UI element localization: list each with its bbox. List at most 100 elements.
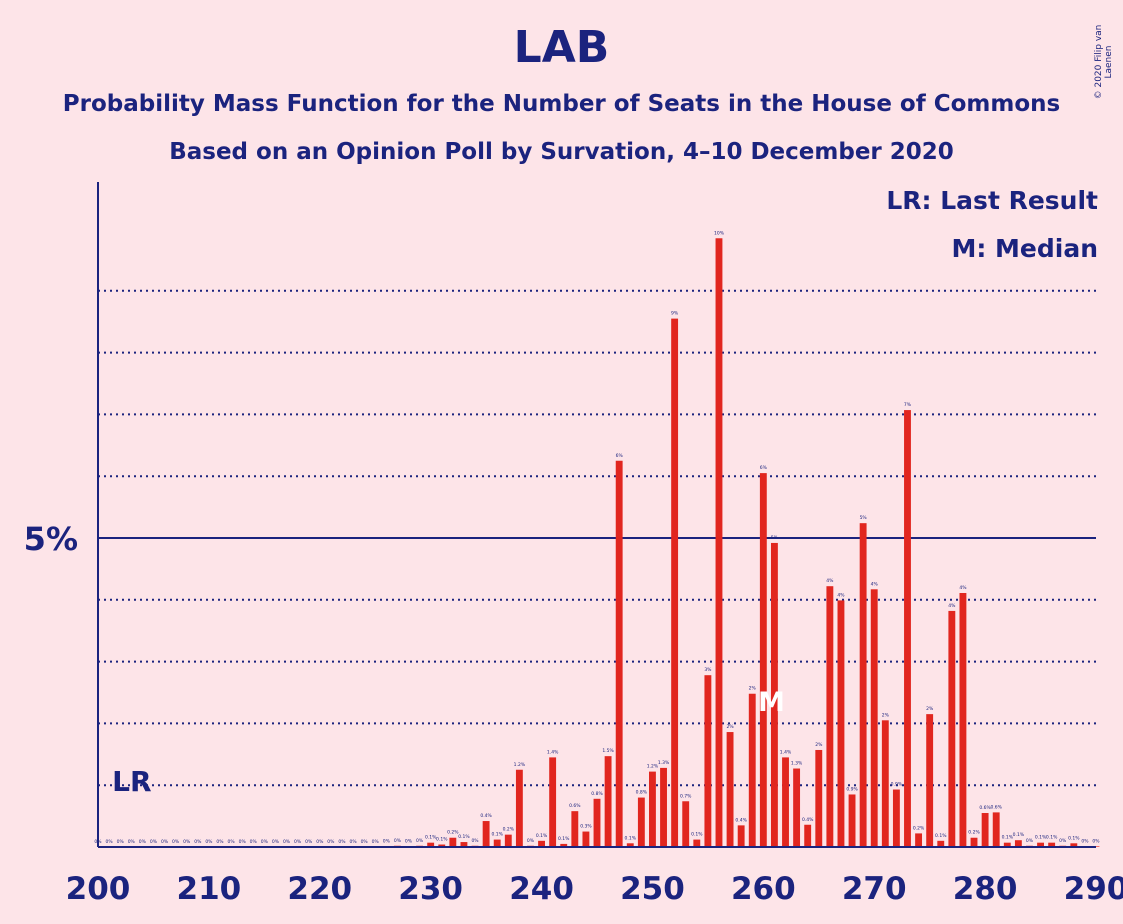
- bar: [482, 821, 490, 847]
- bar-value-label: 0%: [471, 838, 479, 844]
- bar-value-label: 0%: [1092, 838, 1100, 844]
- bar-value-label: 0%: [1081, 838, 1089, 844]
- bar-value-label: 2%: [726, 724, 734, 730]
- bar: [1037, 842, 1044, 847]
- x-tick-label: 210: [177, 871, 242, 907]
- bar-value-label: 0.9%: [846, 786, 858, 792]
- bar-value-label: 0%: [194, 839, 202, 845]
- bar-value-label: 0%: [1059, 838, 1067, 844]
- bar: [815, 749, 823, 847]
- bar-value-label: 4%: [959, 585, 967, 591]
- x-tick-label: 280: [953, 871, 1018, 907]
- bar: [793, 768, 801, 847]
- bar-value-label: 0.7%: [680, 793, 692, 799]
- bar-value-label: 0%: [205, 839, 213, 845]
- bar-value-label: 5%: [771, 535, 779, 541]
- bar-value-label: 0%: [372, 839, 380, 845]
- y-tick-label: 5%: [24, 520, 78, 558]
- bar: [937, 840, 945, 847]
- bar-value-label: 0.1%: [491, 832, 503, 838]
- bar-value-label: 4%: [871, 581, 879, 587]
- bar: [682, 801, 690, 847]
- bar: [992, 812, 1000, 847]
- bar-value-label: 0.8%: [636, 790, 648, 796]
- bar: [1014, 840, 1022, 847]
- bar-value-label: 0%: [527, 838, 535, 844]
- x-tick-label: 200: [66, 871, 131, 907]
- bar-value-label: 0%: [383, 838, 391, 844]
- bar: [571, 811, 579, 847]
- bar-value-label: 0%: [416, 838, 424, 844]
- bar-value-label: 1.2%: [514, 762, 526, 768]
- bar-value-label: 6%: [616, 453, 624, 459]
- bar-value-label: 0.3%: [580, 824, 592, 830]
- legend-median: M: Median: [951, 234, 1098, 263]
- bar: [748, 693, 756, 847]
- bar: [538, 840, 545, 847]
- bar: [660, 767, 667, 847]
- bar-value-label: 1.3%: [791, 761, 803, 767]
- bar: [715, 238, 723, 847]
- bar: [582, 831, 590, 847]
- bar-value-label: 4%: [837, 592, 845, 598]
- bar: [460, 842, 468, 847]
- bar-value-label: 0.6%: [979, 805, 991, 811]
- bar: [515, 769, 523, 847]
- bar-value-label: 0%: [272, 839, 280, 845]
- bar-value-label: 0.4%: [480, 813, 492, 819]
- legend-last-result: LR: Last Result: [886, 186, 1098, 215]
- bar: [504, 834, 512, 847]
- bar: [904, 410, 911, 847]
- bar-value-label: 0.1%: [1068, 835, 1080, 841]
- bar-value-label: 0%: [1026, 838, 1034, 844]
- x-tick-label: 260: [731, 871, 796, 907]
- bar: [704, 675, 712, 847]
- bar-value-label: 0.9%: [891, 782, 903, 788]
- bar-value-label: 3%: [704, 667, 712, 673]
- bar: [948, 610, 956, 847]
- bar: [881, 720, 889, 847]
- bar-value-label: 0%: [117, 839, 125, 845]
- x-tick-label: 290: [1064, 871, 1123, 907]
- bar-value-label: 9%: [671, 311, 679, 317]
- bar: [438, 844, 446, 847]
- bar: [560, 843, 568, 847]
- last-result-marker: LR: [112, 765, 151, 798]
- bar: [981, 813, 989, 847]
- bar: [493, 839, 501, 847]
- bar-value-label: 0.1%: [935, 833, 947, 839]
- bar-value-label: 0%: [161, 839, 169, 845]
- bar-value-label: 1.5%: [602, 748, 614, 754]
- bar: [737, 825, 745, 847]
- bar-value-label: 2%: [882, 712, 890, 718]
- bar-value-label: 0%: [361, 839, 369, 845]
- bar-value-label: 0.6%: [990, 804, 1002, 810]
- bar-value-label: 0%: [327, 839, 335, 845]
- bar: [626, 843, 634, 847]
- bar-value-label: 0.1%: [436, 837, 448, 843]
- bar-value-label: 0%: [239, 839, 247, 845]
- bar: [637, 797, 645, 847]
- bar: [837, 600, 845, 847]
- bar-value-label: 0%: [283, 839, 291, 845]
- bar-value-label: 0%: [106, 839, 114, 845]
- bar-value-label: 4%: [826, 578, 834, 584]
- bar-value-label: 0%: [316, 839, 324, 845]
- bar-value-label: 2%: [749, 686, 757, 692]
- bar-value-label: 0%: [150, 839, 158, 845]
- bar-value-label: 10%: [714, 230, 725, 236]
- bar-value-label: 0.1%: [1013, 832, 1025, 838]
- bar: [604, 756, 612, 847]
- bar-value-label: 0%: [294, 839, 302, 845]
- bar-value-label: 0.2%: [968, 830, 980, 836]
- bar-value-label: 0.1%: [536, 833, 548, 839]
- bar-value-label: 0%: [394, 838, 402, 844]
- bar-value-label: 0%: [128, 839, 136, 845]
- x-tick-label: 240: [509, 871, 574, 907]
- bar-value-label: 0.1%: [1046, 835, 1058, 841]
- median-marker: M: [758, 687, 785, 718]
- bar-value-label: 0.2%: [503, 827, 515, 833]
- bar: [770, 542, 778, 847]
- bar-value-label: 0.1%: [1035, 835, 1047, 841]
